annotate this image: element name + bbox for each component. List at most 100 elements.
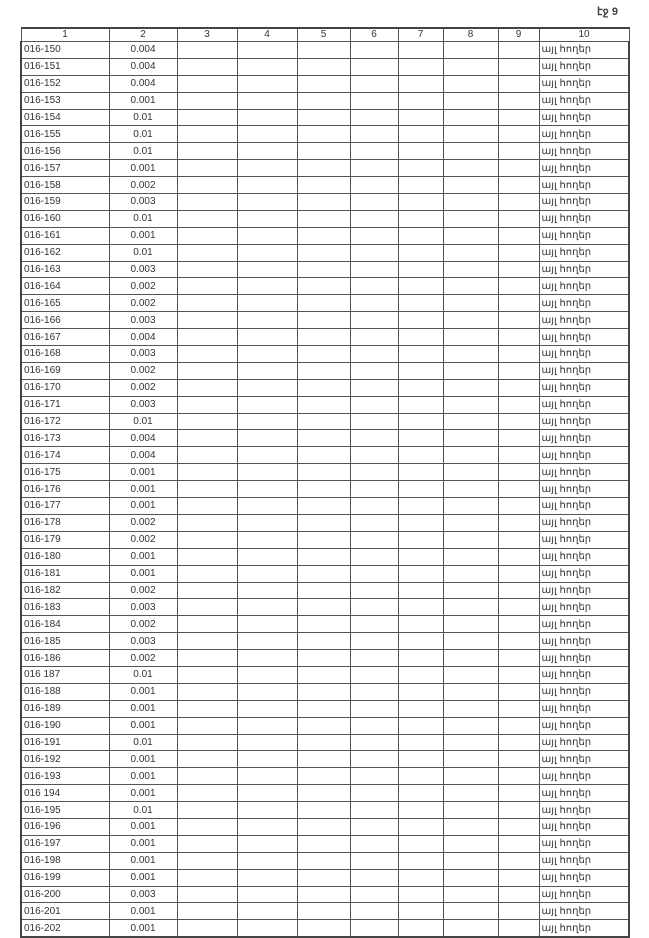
empty-cell xyxy=(349,632,399,651)
empty-cell xyxy=(176,615,238,634)
empty-cell xyxy=(497,74,540,93)
empty-cell xyxy=(236,868,298,887)
empty-cell xyxy=(176,395,238,414)
empty-cell xyxy=(349,817,399,836)
table-row: 016-173 0.004 այլ հողեր xyxy=(20,429,630,448)
empty-cell xyxy=(349,716,399,735)
area-cell: 0.004 xyxy=(108,74,178,93)
empty-cell xyxy=(176,142,238,161)
empty-cell xyxy=(442,902,499,921)
empty-cell xyxy=(176,378,238,397)
empty-cell xyxy=(442,91,499,110)
empty-cell xyxy=(442,801,499,819)
empty-cell xyxy=(442,784,499,803)
empty-cell xyxy=(296,176,351,195)
empty-cell xyxy=(349,547,399,566)
empty-cell xyxy=(296,294,351,313)
parcel-id-cell: 016-189 xyxy=(20,699,110,718)
empty-cell xyxy=(497,497,540,515)
empty-cell xyxy=(236,615,298,634)
area-cell: 0.001 xyxy=(108,784,178,803)
empty-cell xyxy=(236,345,298,363)
empty-cell xyxy=(349,209,399,228)
empty-cell xyxy=(442,530,499,549)
land-type-cell: այլ հողեր xyxy=(538,513,630,532)
empty-cell xyxy=(176,345,238,363)
land-type-cell: այլ հողեր xyxy=(538,91,630,110)
empty-cell xyxy=(236,108,298,127)
parcel-id-cell: 016-181 xyxy=(20,564,110,583)
parcel-id-cell: 016 194 xyxy=(20,784,110,803)
parcel-id-cell: 016-158 xyxy=(20,176,110,195)
land-type-cell: այլ հողեր xyxy=(538,378,630,397)
empty-cell xyxy=(397,784,444,803)
empty-cell xyxy=(397,142,444,161)
empty-cell xyxy=(497,513,540,532)
table-row: 016-155 0.01 այլ հողեր xyxy=(20,125,630,144)
empty-cell xyxy=(176,564,238,583)
empty-cell xyxy=(176,176,238,195)
empty-cell xyxy=(497,716,540,735)
empty-cell xyxy=(497,547,540,566)
empty-cell xyxy=(442,311,499,330)
parcel-id-cell: 016-156 xyxy=(20,142,110,161)
land-type-cell: այլ հողեր xyxy=(538,784,630,803)
land-type-cell: այլ հողեր xyxy=(538,74,630,93)
empty-cell xyxy=(497,817,540,836)
empty-cell xyxy=(236,919,298,938)
empty-cell xyxy=(349,834,399,853)
area-cell: 0.003 xyxy=(108,311,178,330)
empty-cell xyxy=(442,142,499,161)
area-cell: 0.002 xyxy=(108,530,178,549)
empty-cell xyxy=(397,412,444,431)
empty-cell xyxy=(497,480,540,499)
area-cell: 0.003 xyxy=(108,395,178,414)
empty-cell xyxy=(497,412,540,431)
area-cell: 0.004 xyxy=(108,41,178,59)
land-type-cell: այլ հողեր xyxy=(538,733,630,752)
parcel-id-cell: 016 187 xyxy=(20,665,110,684)
empty-cell xyxy=(296,733,351,752)
empty-cell xyxy=(349,142,399,161)
empty-cell xyxy=(397,767,444,786)
empty-cell xyxy=(442,581,499,600)
empty-cell xyxy=(397,530,444,549)
parcel-id-cell: 016-172 xyxy=(20,412,110,431)
empty-cell xyxy=(236,682,298,701)
parcel-id-cell: 016-190 xyxy=(20,716,110,735)
empty-cell xyxy=(497,243,540,262)
empty-cell xyxy=(349,125,399,144)
area-cell: 0.001 xyxy=(108,851,178,870)
parcel-id-cell: 016-176 xyxy=(20,480,110,499)
empty-cell xyxy=(349,615,399,634)
empty-cell xyxy=(296,480,351,499)
empty-cell xyxy=(236,294,298,313)
column-header: 2 xyxy=(108,27,178,42)
table-row: 016-188 0.001 այլ հողեր xyxy=(20,682,630,701)
empty-cell xyxy=(397,632,444,651)
empty-cell xyxy=(176,260,238,279)
empty-cell xyxy=(349,885,399,904)
table-row: 016-180 0.001 այլ հողեր xyxy=(20,547,630,566)
empty-cell xyxy=(397,919,444,938)
parcel-id-cell: 016-175 xyxy=(20,463,110,482)
area-cell: 0.002 xyxy=(108,378,178,397)
table-row: 016-197 0.001 այլ հողեր xyxy=(20,834,630,853)
area-cell: 0.003 xyxy=(108,598,178,617)
empty-cell xyxy=(442,41,499,59)
empty-cell xyxy=(397,817,444,836)
area-cell: 0.01 xyxy=(108,125,178,144)
parcel-id-cell: 016-162 xyxy=(20,243,110,262)
area-cell: 0.001 xyxy=(108,902,178,921)
empty-cell xyxy=(497,57,540,76)
area-cell: 0.001 xyxy=(108,480,178,499)
land-type-cell: այլ հողեր xyxy=(538,277,630,296)
parcel-id-cell: 016-193 xyxy=(20,767,110,786)
empty-cell xyxy=(296,649,351,667)
empty-cell xyxy=(497,834,540,853)
parcel-id-cell: 016-197 xyxy=(20,834,110,853)
empty-cell xyxy=(236,209,298,228)
empty-cell xyxy=(236,547,298,566)
parcel-id-cell: 016-180 xyxy=(20,547,110,566)
empty-cell xyxy=(296,378,351,397)
